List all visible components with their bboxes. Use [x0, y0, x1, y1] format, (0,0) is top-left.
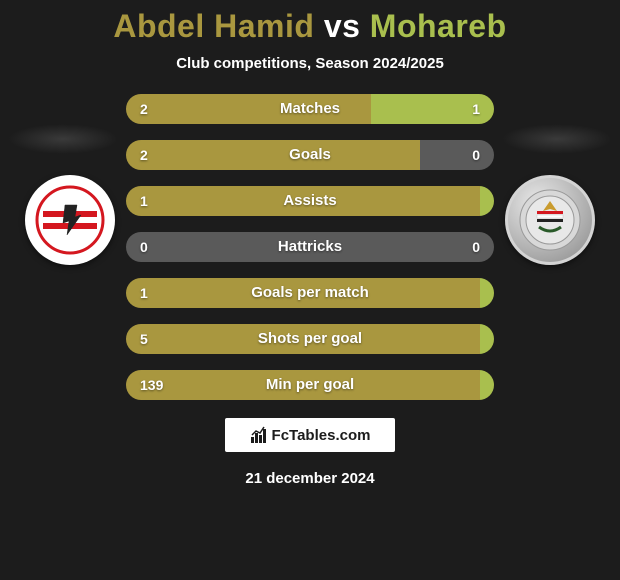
tala-ea-elgaish-crest-icon — [505, 175, 595, 265]
stat-left-value: 2 — [140, 101, 148, 117]
stat-bar-left: 1 — [126, 186, 480, 216]
stat-bar-left: 2 — [126, 94, 371, 124]
stat-bar-right — [480, 186, 494, 216]
stat-row: 5Shots per goal — [126, 324, 494, 354]
stat-row: 20Goals — [126, 140, 494, 170]
stat-row: 139Min per goal — [126, 370, 494, 400]
stat-right-value: 0 — [472, 147, 480, 163]
stat-left-value: 0 — [140, 239, 148, 255]
stat-bar-right — [480, 324, 494, 354]
stat-left-value: 1 — [140, 285, 148, 301]
chart-icon — [250, 426, 268, 444]
stat-row: 21Matches — [126, 94, 494, 124]
stat-bar-right: 1 — [371, 94, 494, 124]
zamalek-crest-icon — [25, 175, 115, 265]
stat-left-value: 1 — [140, 193, 148, 209]
subtitle: Club competitions, Season 2024/2025 — [0, 55, 620, 72]
player1-shadow — [8, 124, 118, 154]
stat-right-value: 0 — [472, 239, 480, 255]
stat-bar-left: 2 — [126, 140, 420, 170]
brand-text: FcTables.com — [272, 427, 371, 444]
player1-club-logo — [25, 175, 115, 265]
stat-bar-left: 139 — [126, 370, 480, 400]
comparison-card: Abdel Hamid vs Mohareb Club competitions… — [0, 0, 620, 580]
stat-bar-right: 0 — [420, 140, 494, 170]
stat-row: 1Assists — [126, 186, 494, 216]
stat-bar-right: 0 — [310, 232, 494, 262]
stat-left-value: 2 — [140, 147, 148, 163]
page-title: Abdel Hamid vs Mohareb — [0, 8, 620, 45]
player2-club-logo — [505, 175, 595, 265]
player2-name: Mohareb — [370, 8, 507, 44]
stat-bar-left: 1 — [126, 278, 480, 308]
stat-right-value: 1 — [472, 101, 480, 117]
stat-row: 1Goals per match — [126, 278, 494, 308]
stat-bar-right — [480, 278, 494, 308]
player1-name: Abdel Hamid — [113, 8, 314, 44]
player2-shadow — [502, 124, 612, 154]
date-label: 21 december 2024 — [0, 470, 620, 487]
stat-bars: 21Matches20Goals1Assists00Hattricks1Goal… — [126, 94, 494, 400]
stat-left-value: 5 — [140, 331, 148, 347]
stat-row: 00Hattricks — [126, 232, 494, 262]
brand-badge: FcTables.com — [225, 418, 395, 452]
stat-bar-left: 5 — [126, 324, 480, 354]
stat-bar-left: 0 — [126, 232, 310, 262]
title-vs: vs — [324, 8, 361, 44]
stat-left-value: 139 — [140, 377, 163, 393]
stat-bar-right — [480, 370, 494, 400]
